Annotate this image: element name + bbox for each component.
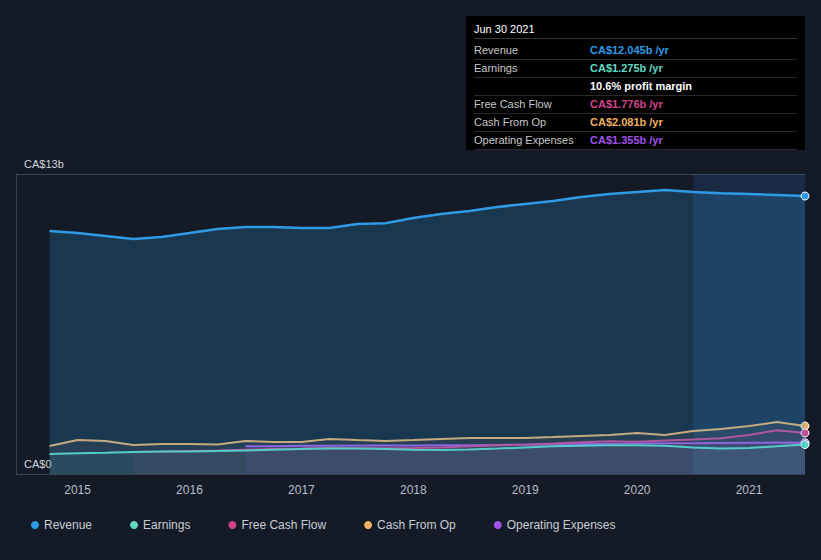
svg-text:2017: 2017 (288, 483, 315, 497)
html-text:CA$1.355b /yr: CA$1.355b /yr (590, 134, 663, 146)
svg-text:Earnings: Earnings (143, 518, 190, 532)
svg-text:Revenue: Revenue (44, 518, 92, 532)
html-text:Free Cash Flow: Free Cash Flow (474, 98, 552, 110)
html-text:CA$12.045b /yr: CA$12.045b /yr (590, 44, 669, 56)
html-text:Cash From Op: Cash From Op (474, 116, 547, 128)
svg-text:CA$13b: CA$13b (24, 158, 64, 170)
svg-text:2015: 2015 (64, 483, 91, 497)
svg-text:2021: 2021 (736, 483, 763, 497)
html-text:Revenue: Revenue (474, 44, 518, 56)
html-text:CA$1.776b /yr: CA$1.776b /yr (590, 98, 663, 110)
svg-text:2020: 2020 (624, 483, 651, 497)
svg-text:2019: 2019 (512, 483, 539, 497)
svg-text:CA$0: CA$0 (24, 458, 52, 470)
html-text:CA$2.081b /yr: CA$2.081b /yr (590, 116, 663, 128)
html-text:CA$1.275b /yr: CA$1.275b /yr (590, 62, 663, 74)
svg-text:Operating Expenses: Operating Expenses (507, 518, 616, 532)
svg-text:2016: 2016 (176, 483, 203, 497)
html-text:Operating Expenses: Operating Expenses (474, 134, 574, 146)
svg-text:Free Cash Flow: Free Cash Flow (241, 518, 326, 532)
svg-text:Cash From Op: Cash From Op (377, 518, 456, 532)
html-text:Jun 30 2021: Jun 30 2021 (474, 23, 535, 35)
svg-text:2018: 2018 (400, 483, 427, 497)
html-text:10.6% profit margin: 10.6% profit margin (590, 80, 693, 92)
html-text:Earnings: Earnings (474, 62, 518, 74)
